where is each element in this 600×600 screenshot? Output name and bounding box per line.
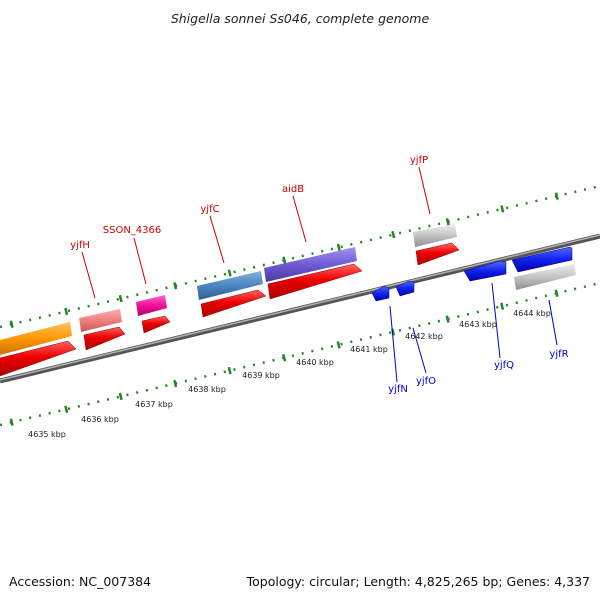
feature-bar-gray xyxy=(413,224,457,247)
major-tick xyxy=(227,269,232,277)
leader-yjfN xyxy=(389,305,398,383)
feature-bar-orange xyxy=(0,322,72,355)
leader-yjfP xyxy=(418,166,431,215)
major-tick xyxy=(9,418,14,426)
cds-reverse-arrow xyxy=(463,260,507,282)
map-title: Shigella sonnei Ss046, complete genome xyxy=(171,11,430,26)
gene-label-yjfO: yjfO xyxy=(416,376,436,387)
leader-yjfR xyxy=(548,299,558,346)
inner-tick-ruler xyxy=(0,281,600,427)
genome-summary-text: Topology: circular; Length: 4,825,265 bp… xyxy=(246,574,590,589)
feature-bar-purple xyxy=(264,247,357,282)
leader-yjfQ xyxy=(491,282,501,359)
accession-text: Accession: NC_007384 xyxy=(9,574,152,589)
feature-bar-gray-reverse xyxy=(514,264,576,290)
major-tick xyxy=(64,405,69,413)
leader-SSON_4366 xyxy=(133,237,147,285)
gene-label-yjfR: yjfR xyxy=(549,349,568,360)
gene-label-yjfP: yjfP xyxy=(410,155,428,166)
kbp-labels: 4635 kbp 4636 kbp 4637 kbp 4638 kbp 4639… xyxy=(28,309,551,439)
major-tick xyxy=(282,354,287,362)
feature-bar-pink xyxy=(79,309,122,332)
kbp-label: 4638 kbp xyxy=(188,385,226,394)
cds-forward-arrow xyxy=(0,340,77,377)
cds-reverse-arrow xyxy=(395,280,415,297)
cds-forward-arrow xyxy=(415,242,460,266)
gene-label-yjfC: yjfC xyxy=(200,204,219,215)
cds-forward-arrow xyxy=(200,289,267,318)
outer-tick-ruler xyxy=(0,184,600,329)
major-tick xyxy=(554,289,559,297)
major-tick xyxy=(118,392,123,401)
gene-label-aidB: aidB xyxy=(282,184,304,195)
kbp-label: 4636 kbp xyxy=(81,415,119,424)
kbp-label: 4637 kbp xyxy=(135,400,173,409)
major-tick xyxy=(282,256,287,264)
major-tick xyxy=(336,341,341,349)
kbp-label: 4644 kbp xyxy=(513,309,551,318)
major-tick xyxy=(173,282,178,290)
gene-label-yjfQ: yjfQ xyxy=(494,360,514,371)
major-tick xyxy=(500,302,505,310)
leader-aidB xyxy=(292,195,307,243)
major-tick xyxy=(500,205,505,213)
gene-label-yjfH: yjfH xyxy=(70,240,90,251)
cds-forward-arrow xyxy=(83,326,126,351)
reverse-cds-track xyxy=(371,246,573,302)
major-tick xyxy=(227,366,232,375)
major-tick xyxy=(445,218,450,226)
forward-cds-track xyxy=(0,242,460,377)
major-tick xyxy=(118,294,123,303)
major-tick xyxy=(391,230,396,239)
cds-forward-arrow xyxy=(267,263,363,300)
genome-backbone xyxy=(0,233,600,384)
gene-label-yjfN: yjfN xyxy=(388,384,408,395)
feature-bar-steelblue xyxy=(197,271,263,300)
kbp-label: 4640 kbp xyxy=(296,358,334,367)
kbp-label: 4642 kbp xyxy=(405,332,443,341)
gene-label-SSON_4366: SSON_4366 xyxy=(103,225,162,236)
cds-reverse-arrow xyxy=(371,285,390,302)
kbp-label: 4643 kbp xyxy=(459,320,497,329)
gene-leader-lines xyxy=(81,166,558,383)
major-tick xyxy=(445,315,450,323)
kbp-label: 4635 kbp xyxy=(28,430,66,439)
cds-reverse-arrow xyxy=(511,246,573,273)
gene-labels: yjfH SSON_4366 yjfC aidB yjfP yjfN yjfO … xyxy=(70,155,569,395)
major-tick xyxy=(9,320,14,328)
forward-feature-track xyxy=(0,224,457,355)
kbp-label: 4641 kbp xyxy=(350,345,388,354)
major-tick xyxy=(64,307,69,316)
major-tick xyxy=(173,379,178,388)
cds-forward-arrow xyxy=(141,315,171,334)
kbp-label: 4639 kbp xyxy=(242,371,280,380)
feature-bar-magenta xyxy=(136,295,167,316)
major-tick xyxy=(336,243,341,252)
leader-yjfO xyxy=(412,327,427,374)
major-tick xyxy=(554,192,559,200)
leader-yjfH xyxy=(81,251,96,299)
leader-yjfC xyxy=(209,215,225,264)
